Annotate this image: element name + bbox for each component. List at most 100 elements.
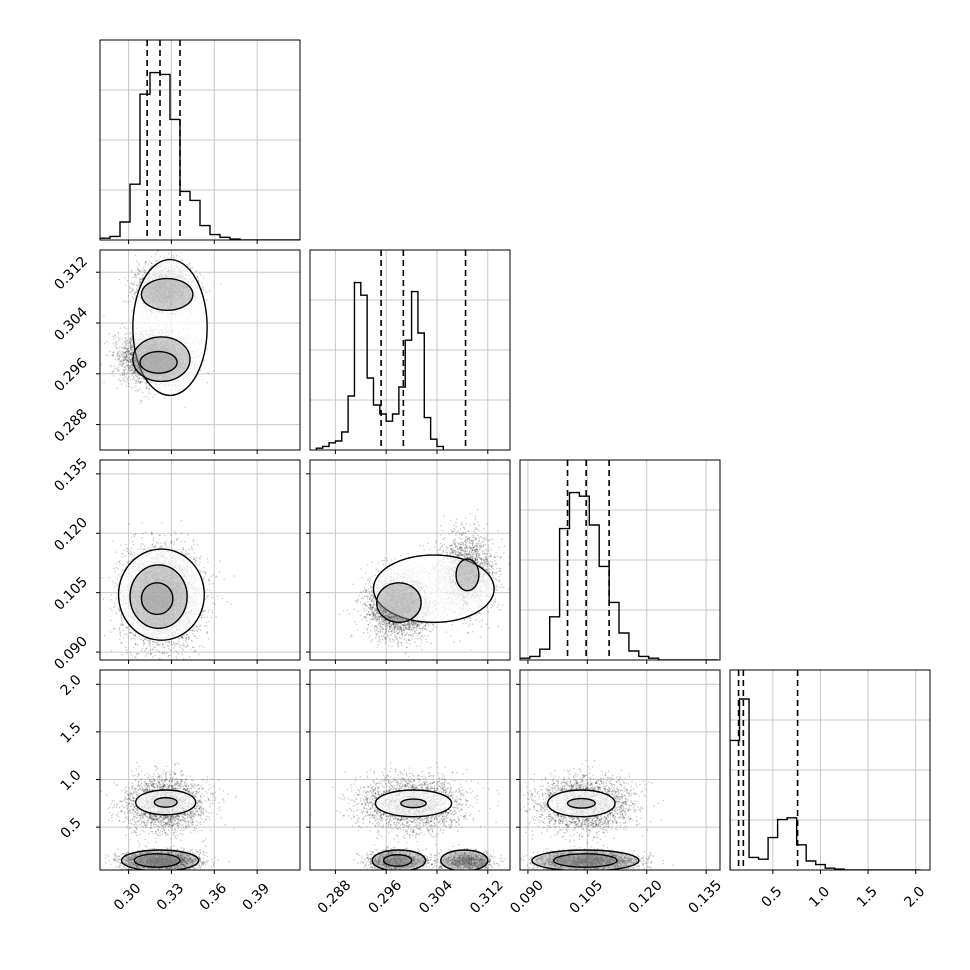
scatter-point: [131, 366, 133, 368]
scatter-point: [138, 374, 140, 376]
scatter-point: [133, 354, 136, 357]
scatter-point: [129, 338, 131, 340]
scatter-point: [118, 370, 120, 372]
scatter-point: [123, 356, 126, 358]
scatter-point: [134, 273, 136, 276]
scatter-point: [125, 347, 128, 349]
scatter-point: [119, 350, 121, 352]
scatter-point: [139, 277, 141, 279]
scatter-point: [203, 277, 205, 279]
scatter-point: [137, 377, 139, 380]
scatter-point: [140, 373, 142, 375]
scatter-point: [141, 381, 144, 383]
scatter-point: [112, 351, 114, 354]
scatter-point: [138, 273, 140, 275]
scatter-point: [141, 278, 144, 280]
scatter-point: [127, 347, 129, 350]
scatter-point: [163, 256, 166, 259]
scatter-point: [138, 284, 141, 287]
scatter-point: [139, 282, 142, 284]
scatter-point: [137, 390, 139, 392]
scatter-point: [132, 373, 134, 375]
scatter-point: [129, 365, 131, 367]
scatter-point: [132, 369, 134, 371]
scatter-point: [138, 285, 140, 287]
scatter-point: [139, 280, 141, 282]
scatter-point: [119, 356, 121, 359]
scatter-point: [137, 366, 139, 368]
scatter-point: [119, 374, 122, 377]
scatter-point: [131, 351, 133, 354]
scatter-point: [148, 388, 150, 390]
scatter-point: [126, 348, 128, 350]
scatter-point: [134, 369, 136, 371]
scatter-point: [128, 291, 131, 293]
scatter-point: [130, 347, 132, 349]
scatter-point: [139, 282, 141, 284]
scatter-point: [135, 284, 138, 287]
scatter-point: [138, 368, 141, 370]
scatter-point: [123, 346, 126, 348]
scatter-point: [122, 374, 124, 377]
scatter-point: [125, 359, 128, 361]
scatter-point: [130, 354, 133, 356]
scatter-point: [136, 371, 138, 373]
scatter-point: [146, 381, 148, 383]
scatter-point: [117, 368, 119, 370]
scatter-point: [126, 340, 128, 342]
scatter-point: [130, 332, 132, 334]
scatter-point: [131, 353, 134, 356]
scatter-point: [139, 370, 141, 372]
scatter-point: [172, 255, 174, 257]
scatter-point: [125, 339, 127, 341]
scatter-point: [131, 309, 133, 312]
scatter-point: [125, 385, 128, 387]
scatter-point: [127, 364, 129, 367]
scatter-point: [140, 371, 142, 374]
scatter-point: [130, 346, 132, 348]
scatter-point: [132, 348, 134, 350]
scatter-point: [135, 375, 137, 377]
scatter-point: [110, 366, 112, 368]
scatter-point: [129, 353, 131, 356]
scatter-point: [144, 272, 146, 274]
scatter-point: [118, 378, 120, 380]
scatter-point: [139, 374, 141, 376]
scatter-point: [129, 341, 131, 344]
scatter-point: [122, 348, 124, 350]
scatter-point: [130, 352, 133, 354]
scatter-point: [125, 351, 127, 353]
scatter-point: [124, 340, 127, 343]
scatter-point: [156, 250, 159, 252]
scatter-point: [131, 367, 133, 370]
scatter-point: [149, 392, 151, 395]
scatter-point: [130, 340, 133, 342]
scatter-point: [139, 369, 141, 371]
scatter-point: [140, 372, 143, 374]
scatter-point: [145, 261, 147, 264]
scatter-point: [126, 348, 128, 351]
scatter-point: [136, 372, 138, 375]
scatter-point: [129, 292, 132, 294]
scatter-point: [126, 359, 129, 361]
scatter-point: [129, 345, 131, 347]
scatter-point: [189, 262, 191, 265]
scatter-point: [131, 335, 133, 337]
scatter-point: [127, 360, 129, 362]
scatter-point: [131, 287, 133, 290]
scatter-point: [118, 278, 121, 281]
scatter-point: [132, 283, 134, 286]
scatter-point: [136, 376, 139, 378]
scatter-point: [111, 371, 113, 374]
scatter-point: [129, 287, 131, 289]
scatter-point: [136, 273, 139, 275]
scatter-point: [123, 346, 125, 348]
panel-3-3: [730, 670, 930, 870]
scatter-point: [136, 361, 138, 363]
scatter-point: [134, 291, 136, 294]
scatter-point: [100, 364, 102, 366]
scatter-point: [131, 357, 133, 360]
scatter-point: [122, 358, 125, 361]
scatter-point: [121, 322, 124, 325]
scatter-point: [130, 346, 132, 348]
